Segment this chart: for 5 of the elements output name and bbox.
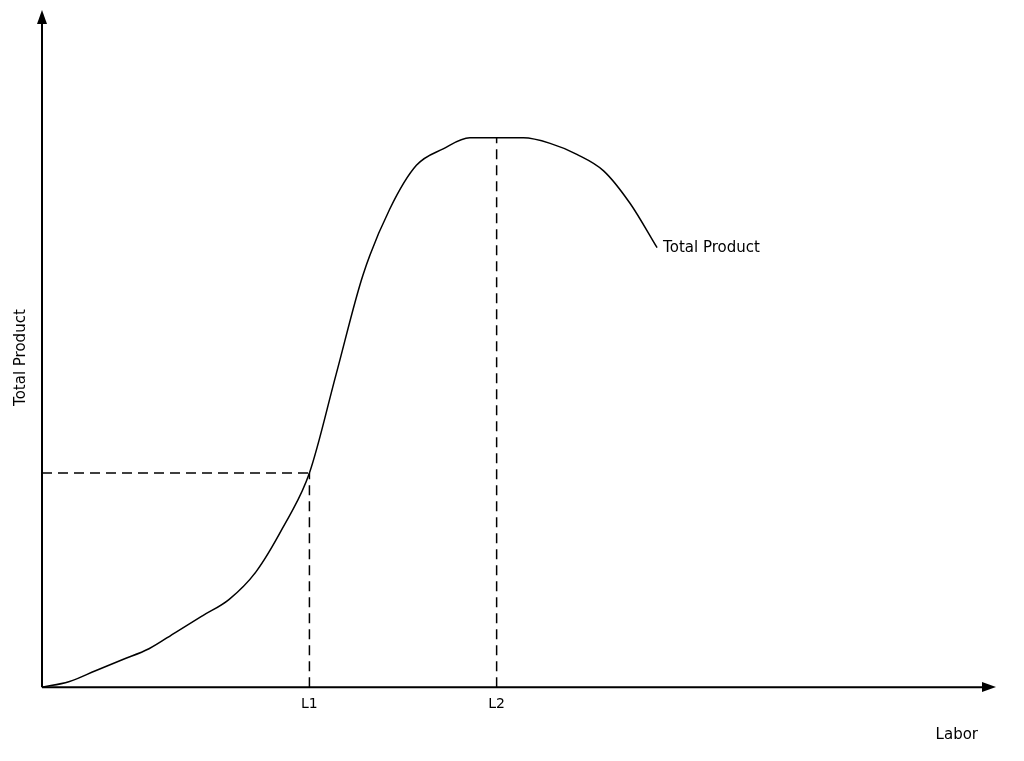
x-tick-label: L1 (301, 695, 318, 712)
x-tick-label: L2 (488, 695, 505, 712)
x-axis-title: Labor (935, 724, 979, 743)
series-label: Total Product (662, 237, 760, 256)
y-axis-title: Total Product (10, 309, 29, 407)
